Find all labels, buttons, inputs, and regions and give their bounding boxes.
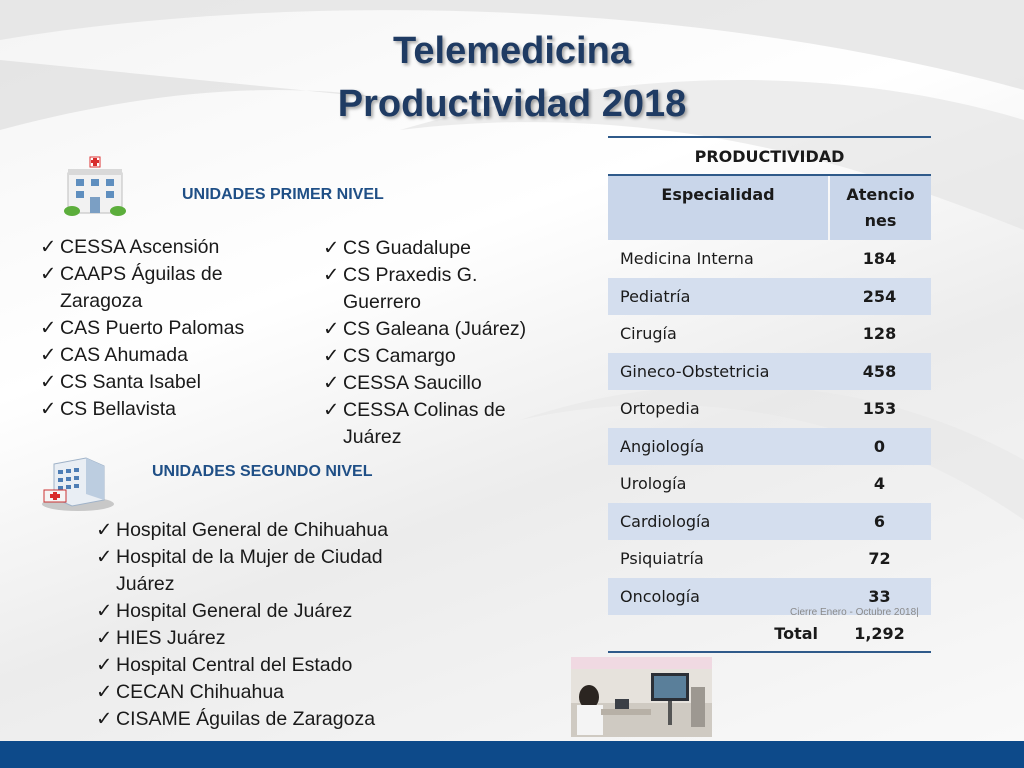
list-item: ✓ CS Bellavista: [40, 396, 300, 423]
list-item: ✓ CS Guadalupe: [323, 235, 583, 262]
check-icon: ✓: [323, 237, 340, 259]
primer-nivel-list-1: ✓ CESSA Ascensión ✓ CAAPS Águilas de Zarag…: [40, 234, 300, 423]
check-icon: ✓: [96, 708, 113, 730]
list-item: ✓ CESSA Ascensión: [40, 234, 300, 261]
check-icon: ✓: [323, 345, 340, 367]
table-caption: PRODUCTIVIDAD: [608, 138, 931, 176]
list-item: ✓ Hospital General de Chihuahua: [96, 517, 456, 544]
check-icon: ✓: [40, 371, 57, 393]
table-top-rule: [608, 136, 931, 138]
list-item: ✓ CS Galeana (Juárez): [323, 316, 583, 343]
table-bottom-rule: [608, 651, 931, 653]
table-row: Psiquiatría 72: [620, 549, 891, 568]
list-item: Juárez: [116, 573, 175, 595]
hospital-building-icon: [64, 156, 126, 216]
table-row: Medicina Interna 184: [620, 249, 897, 268]
primer-nivel-list-2: ✓ CS Guadalupe ✓ CS Praxedis G. Guerrero ✓…: [323, 235, 583, 451]
table-row: Cirugía 128: [620, 324, 897, 343]
check-icon: ✓: [96, 627, 113, 649]
footer-bar: [0, 741, 1024, 768]
segundo-nivel-heading: UNIDADES SEGUNDO NIVEL: [152, 463, 373, 480]
primer-nivel-heading: UNIDADES PRIMER NIVEL: [182, 186, 384, 203]
check-icon: ✓: [40, 398, 57, 420]
check-icon: ✓: [323, 318, 340, 340]
list-item: Zaragoza: [60, 290, 143, 312]
table-row: Urología 4: [620, 474, 886, 493]
check-icon: ✓: [96, 654, 113, 676]
hospital-complex-icon: [42, 457, 114, 511]
check-icon: ✓: [96, 681, 113, 703]
check-icon: ✓: [323, 372, 340, 394]
table-row: Pediatría 254: [608, 277, 931, 315]
table-row: Cardiología 6: [608, 502, 931, 540]
table-row: Angiología 0: [608, 427, 931, 465]
table-row: Ortopedia 153: [620, 399, 897, 418]
list-item: ✓ Hospital General de Juárez: [96, 598, 456, 625]
total-label: Total: [774, 624, 818, 643]
list-item: ✓ Hospital de la Mujer de Ciudad: [96, 544, 456, 571]
list-item: Guerrero: [343, 291, 422, 313]
list-item: ✓ CAAPS Águilas de: [40, 261, 300, 288]
list-item: ✓ CS Praxedis G.: [323, 262, 583, 289]
slide-subtitle: Productividad 2018: [337, 83, 687, 125]
list-item: ✓ HIES Juárez: [96, 625, 456, 652]
check-icon: ✓: [40, 236, 57, 258]
check-icon: ✓: [40, 263, 57, 285]
segundo-nivel-list: ✓ Hospital General de Chihuahua ✓ Hospital…: [96, 517, 456, 733]
list-item: ✓ Hospital Central del Estado: [96, 652, 456, 679]
table-row: Gineco-Obstetricia 458: [608, 352, 931, 390]
check-icon: ✓: [96, 519, 113, 541]
list-item: ✓ CAS Ahumada: [40, 342, 300, 369]
slide-title: Telemedicina: [393, 30, 631, 72]
column-header-atenciones: Atencio nes: [830, 176, 931, 240]
list-item: ✓ CS Camargo: [323, 343, 583, 370]
table-footnote: Cierre Enero - Octubre 2018|: [790, 607, 919, 618]
check-icon: ✓: [96, 600, 113, 622]
list-item: ✓ CECAN Chihuahua: [96, 679, 456, 706]
check-icon: ✓: [323, 264, 340, 286]
check-icon: ✓: [323, 399, 340, 421]
table-row: Oncología 33: [608, 577, 931, 615]
check-icon: ✓: [96, 546, 113, 568]
list-item: Juárez: [343, 426, 402, 448]
telemedicine-scene-image: [571, 657, 712, 737]
list-item: ✓ CAS Puerto Palomas: [40, 315, 300, 342]
list-item: ✓ CESSA Saucillo: [323, 370, 583, 397]
telemedicine-photo: [571, 657, 712, 737]
total-value: 1,292: [854, 624, 905, 643]
check-icon: ✓: [40, 344, 57, 366]
check-icon: ✓: [40, 317, 57, 339]
list-item: ✓ CESSA Colinas de: [323, 397, 583, 424]
column-header-especialidad: Especialidad: [608, 176, 828, 240]
list-item: ✓ CS Santa Isabel: [40, 369, 300, 396]
list-item: ✓ CISAME Águilas de Zaragoza: [96, 706, 456, 733]
